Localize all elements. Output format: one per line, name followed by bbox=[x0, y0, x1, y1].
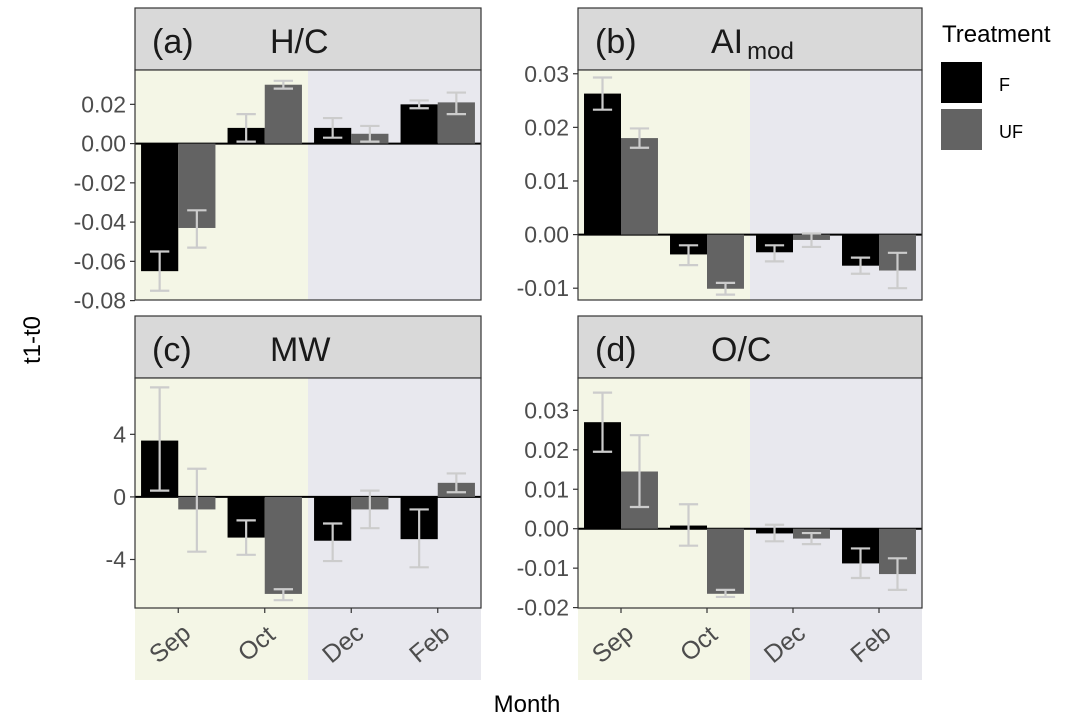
y-tick-label: 0.02 bbox=[524, 437, 569, 463]
bar-uf-sep bbox=[621, 138, 658, 235]
bar-uf-oct bbox=[264, 496, 302, 594]
y-tick-label: -0.08 bbox=[74, 288, 126, 314]
panel-border bbox=[577, 377, 923, 609]
error-bar-uf-sep bbox=[629, 127, 650, 149]
y-tick-label: -0.01 bbox=[517, 275, 569, 301]
error-bar-f-oct bbox=[236, 113, 256, 143]
error-bar-f-feb bbox=[409, 99, 429, 110]
y-tick-label: 0.01 bbox=[524, 168, 569, 194]
legend-label-uf: UF bbox=[999, 122, 1023, 142]
error-bar-f-feb bbox=[409, 508, 429, 569]
y-tick-label: 0.03 bbox=[524, 397, 569, 423]
error-bar-uf-oct bbox=[715, 281, 736, 296]
y-tick-label: -0.01 bbox=[517, 555, 569, 581]
strip-header bbox=[134, 7, 482, 71]
error-bar-f-feb bbox=[850, 256, 871, 275]
y-tick-label: 0.03 bbox=[524, 61, 569, 87]
legend-label-f: F bbox=[999, 75, 1010, 95]
error-bar-uf-dec bbox=[801, 531, 822, 546]
bar-uf-oct bbox=[707, 234, 744, 289]
strip-header bbox=[577, 7, 923, 71]
x-axis-label: Month bbox=[494, 691, 561, 718]
panels: (a) H/C-0.08-0.06-0.04-0.020.000.02(b) AI m… bbox=[74, 7, 923, 680]
panel-title: MW bbox=[270, 331, 330, 369]
strip-header bbox=[577, 315, 923, 379]
error-bar-f-dec bbox=[322, 116, 343, 139]
error-bar-uf-dec bbox=[360, 124, 380, 143]
error-bar-f-oct bbox=[678, 244, 699, 267]
y-tick-label: -0.04 bbox=[74, 209, 127, 235]
bar-f-dec bbox=[756, 234, 793, 253]
y-tick-label: 0 bbox=[113, 484, 126, 510]
error-bar-f-dec bbox=[322, 522, 343, 563]
error-bar-uf-feb bbox=[887, 557, 908, 591]
panel-a: (a) H/C -0.08 -0.06 -0.04 -0.02 0.00 0.02 bbox=[74, 7, 482, 314]
panel-title-subscript: mod bbox=[747, 38, 794, 65]
y-tick-label: -0.02 bbox=[74, 170, 126, 196]
error-bar-uf-dec bbox=[360, 489, 380, 530]
error-bar-f-sep bbox=[149, 250, 170, 292]
error-bar-f-oct bbox=[236, 519, 256, 556]
y-tick-label: -0.06 bbox=[74, 248, 126, 274]
panel-border bbox=[134, 377, 482, 609]
panel-title: O/C bbox=[711, 331, 771, 369]
panel-letter: (b) bbox=[595, 23, 637, 61]
legend-key-f bbox=[941, 62, 982, 103]
error-bar-uf-feb bbox=[446, 91, 467, 116]
bar-uf-oct bbox=[707, 528, 744, 594]
y-tick-label: 4 bbox=[113, 421, 126, 447]
error-bar-uf-sep bbox=[187, 467, 207, 553]
bar-f-sep bbox=[584, 93, 621, 235]
legend-key-uf bbox=[941, 109, 982, 150]
legend: Treatment F UF bbox=[941, 21, 1051, 150]
error-bar-uf-oct bbox=[273, 588, 294, 602]
bar-uf-oct bbox=[264, 84, 302, 144]
y-tick-label: 0.00 bbox=[524, 222, 569, 248]
panel-border bbox=[577, 69, 923, 301]
error-bar-uf-sep bbox=[629, 434, 650, 509]
strip-header bbox=[134, 315, 482, 379]
error-bar-f-dec bbox=[764, 244, 785, 263]
legend-title: Treatment bbox=[942, 21, 1051, 48]
error-bar-uf-feb bbox=[887, 251, 908, 290]
error-bar-f-oct bbox=[678, 503, 699, 547]
error-bar-uf-feb bbox=[446, 472, 467, 494]
y-tick-label: 0.02 bbox=[524, 114, 569, 140]
error-bar-uf-sep bbox=[187, 209, 207, 249]
panel-letter: (c) bbox=[152, 331, 192, 369]
panel-title: H/C bbox=[270, 23, 329, 61]
y-tick-label: 0.00 bbox=[524, 516, 569, 542]
y-tick-label: 0.02 bbox=[81, 91, 126, 117]
y-tick-label: -4 bbox=[106, 546, 127, 572]
panel-letter: (a) bbox=[152, 23, 194, 61]
error-bar-f-sep bbox=[592, 391, 613, 453]
error-bar-f-sep bbox=[149, 386, 170, 492]
panel-b: (b) AI mod-0.010.000.010.020.03 bbox=[517, 7, 923, 301]
error-bar-uf-oct bbox=[715, 588, 736, 599]
error-bar-f-dec bbox=[764, 523, 785, 543]
y-tick-label: 0.00 bbox=[81, 131, 126, 157]
bar-f-sep bbox=[141, 143, 179, 272]
error-bar-uf-dec bbox=[801, 232, 822, 249]
error-bar-uf-oct bbox=[273, 79, 294, 90]
y-tick-label: -0.02 bbox=[517, 595, 569, 621]
error-bar-f-sep bbox=[592, 76, 613, 111]
error-bar-f-feb bbox=[850, 547, 871, 580]
panel-letter: (d) bbox=[595, 331, 637, 369]
y-tick-label: 0.01 bbox=[524, 476, 569, 502]
bar-f-feb bbox=[400, 104, 438, 144]
y-axis-label: t1-t0 bbox=[19, 316, 46, 364]
panel-border bbox=[134, 69, 482, 301]
